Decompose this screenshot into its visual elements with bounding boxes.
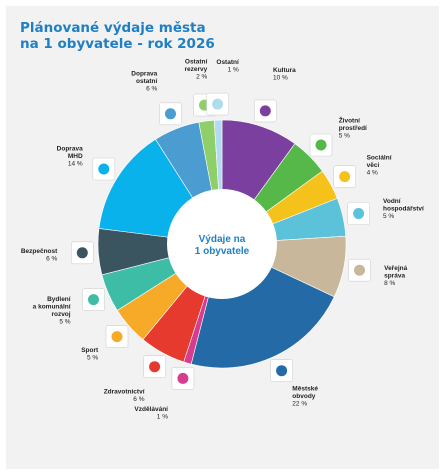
slice-value-label: 4 %	[367, 170, 378, 177]
slice-label-line: prostředí	[339, 125, 367, 132]
slice-value-label: 22 %	[292, 400, 307, 407]
slice-label-line: rozvoj	[51, 311, 70, 318]
football-player-icon	[105, 325, 129, 348]
slice-label-ostatni-rezervy: Ostatní rezervy 2 %	[185, 58, 208, 80]
chart-title: Plánované výdaje města na 1 obyvatele - …	[20, 20, 215, 52]
student-icon	[171, 367, 195, 390]
slice-label-line: rezervy	[185, 66, 208, 73]
slice-value-label: 5 %	[339, 132, 350, 139]
family-icon	[333, 165, 357, 188]
slice-label-line: Veřejná	[384, 265, 408, 272]
center-label-line: 1 obyvatele	[195, 246, 250, 257]
scales-icon	[206, 92, 229, 116]
slice-labels: Kultura 10 %Životní prostředí 5 %Sociální vě…	[21, 58, 424, 420]
slice-label-line: Vodní	[383, 198, 401, 205]
slice-label-line: Sociální	[367, 155, 392, 162]
slice-value-label: 6 %	[46, 256, 57, 263]
slice-label-line: hospodářství	[383, 206, 424, 213]
slice-value-label: 1 %	[228, 66, 239, 73]
slice-value-label: 10 %	[273, 74, 288, 81]
slice-label-socialni-veci: Sociální věci 4 %	[367, 155, 392, 177]
slice-label-verejna-sprava: Veřejná správa 8 %	[384, 265, 408, 287]
documents-icon	[348, 258, 371, 282]
slice-label-line: Bezpečnost	[21, 248, 58, 255]
slice-label-line: Vzdělávání	[134, 406, 168, 413]
center-label-line: Výdaje na	[199, 234, 246, 245]
chart-title-line-1: Plánované výdaje města	[20, 20, 206, 36]
chart-title-line-2: na 1 obyvatele - rok 2026	[20, 36, 215, 52]
slice-label-vzdelavani: Vzdělávání 1 %	[134, 406, 168, 421]
slice-value-label: 14 %	[68, 161, 83, 168]
slice-label-mestske-obvody: Městské obvody 22 %	[292, 385, 318, 407]
slice-label-kultura: Kultura 10 %	[273, 67, 296, 82]
slice-label-line: Doprava	[57, 146, 83, 153]
first-aid-kit-icon	[143, 355, 166, 379]
slice-value-label: 5 %	[59, 318, 70, 325]
car-icon	[159, 102, 182, 126]
slice-label-doprava-mhd: Doprava MHD 14 %	[57, 146, 83, 168]
slice-label-line: věci	[367, 162, 380, 169]
slice-label-line: MHD	[68, 153, 83, 160]
slice-label-line: Bydlení	[47, 296, 71, 303]
slice-value-label: 1 %	[157, 414, 168, 421]
bus-icon	[92, 157, 116, 181]
slice-label-line: správa	[384, 272, 405, 279]
slice-label-line: a komunální	[33, 303, 71, 310]
slice-label-ostatni: Ostatní 1 %	[216, 59, 239, 74]
slice-label-line: Kultura	[273, 67, 296, 74]
slice-value-label: 2 %	[196, 73, 207, 80]
slice-label-vodni-hospodarstvi: Vodní hospodářství 5 %	[383, 198, 424, 220]
slice-label-line: Ostatní	[185, 58, 208, 65]
slice-label-line: Ostatní	[216, 59, 239, 66]
slice-label-doprava-ostatni: Doprava ostatní 6 %	[131, 71, 157, 93]
slice-label-bezpecnost: Bezpečnost 6 %	[21, 248, 58, 263]
center-hole	[167, 189, 277, 299]
center-label: Výdaje na 1 obyvatele	[195, 234, 250, 257]
slice-label-zdravotnictvi: Zdravotnictví 6 %	[104, 388, 145, 403]
slice-value-label: 5 %	[87, 354, 98, 361]
slice-icons	[71, 92, 371, 390]
slice-label-line: Městské	[292, 385, 318, 392]
slice-label-line: Doprava	[131, 71, 157, 78]
slice-label-line: ostatní	[136, 78, 158, 85]
trees-icon	[309, 133, 333, 157]
slice-label-line: Sport	[81, 347, 99, 354]
slice-value-label: 5 %	[383, 213, 394, 220]
slice-label-line: Zdravotnictví	[104, 388, 145, 395]
slice-label-line: obvody	[292, 393, 315, 400]
slice-label-bydleni-a-komunalni-rozvoj: Bydlení a komunální rozvoj 5 %	[33, 296, 71, 326]
slice-value-label: 6 %	[146, 86, 157, 93]
slice-value-label: 6 %	[133, 396, 144, 403]
slice-label-zivotni-prostredi: Životní prostředí 5 %	[339, 115, 367, 139]
building-icon	[82, 288, 105, 311]
slice-value-label: 8 %	[384, 280, 395, 287]
people-icon	[270, 359, 293, 383]
slice-label-sport: Sport 5 %	[81, 347, 99, 362]
theater-masks-icon	[254, 99, 277, 123]
police-officer-icon	[71, 241, 94, 265]
slice-label-line: Životní	[339, 115, 360, 124]
water-tap-icon	[347, 202, 370, 225]
